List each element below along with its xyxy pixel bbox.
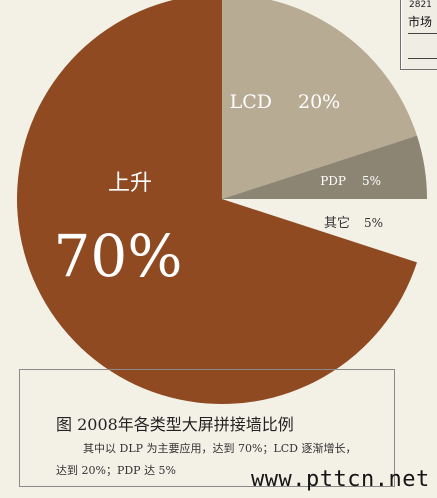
slice-label-pdp-value: 5% — [362, 174, 381, 188]
slice-other — [222, 199, 427, 263]
slice-label-lcd-value: 20% — [298, 91, 340, 113]
side-panel-divider — [408, 33, 437, 34]
chart-title: 图 2008年各类型大屏拼接墙比例 — [56, 415, 294, 434]
pie-slices — [17, 0, 427, 404]
side-panel-label: 市场 — [408, 15, 433, 29]
slice-label-other-value: 5% — [364, 216, 383, 230]
slice-pdp — [222, 135, 427, 199]
side-panel-divider — [408, 58, 437, 59]
slice-dlp — [17, 0, 417, 404]
caption-box — [19, 369, 395, 487]
side-panel-empty-field — [408, 34, 437, 58]
slice-label-other-name: 其它 — [324, 215, 350, 231]
slice-label-dlp-value: 70% — [54, 222, 183, 290]
slice-label-dlp-name: 上升 — [108, 171, 152, 196]
slice-label-lcd-name: LCD — [230, 91, 272, 113]
side-panel-number: 2821 — [409, 0, 432, 10]
caption-line-2: 达到 20%；PDP 达 5% — [56, 464, 177, 477]
slice-label-pdp-name: PDP — [320, 174, 346, 188]
watermark: www.pttcn.net — [251, 467, 430, 492]
slice-lcd — [222, 0, 417, 199]
pie-labels: 上升 70% LCD 20% PDP 5% 其它 5% — [54, 91, 384, 290]
caption-line-1: 其中以 DLP 为主要应用，达到 70%；LCD 逐渐增长， — [83, 442, 357, 455]
